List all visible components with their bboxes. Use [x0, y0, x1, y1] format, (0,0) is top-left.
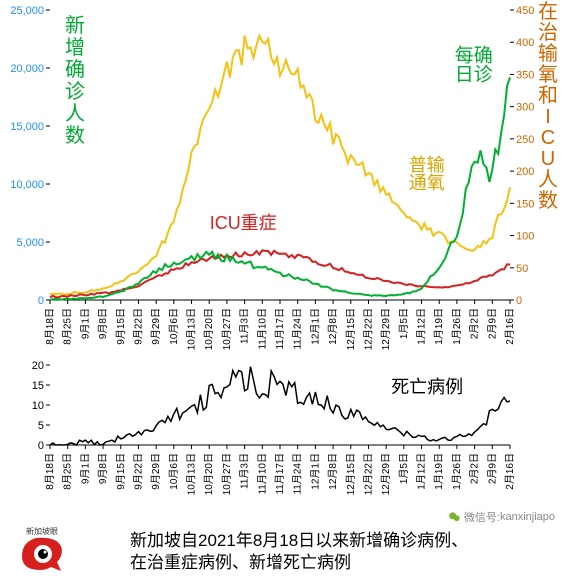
caption-block: 新加坡自2021年8月18日以来新增确诊病例、 在治重症病例、新增死亡病例 — [130, 530, 550, 574]
svg-text:11月10日: 11月10日 — [256, 453, 268, 495]
caption-line1: 新加坡自2021年8月18日以来新增确诊病例、 — [130, 531, 468, 550]
site-logo: 新加坡眼 — [18, 524, 88, 574]
wechat-badge: 微信号: kanxinjiapo — [446, 508, 557, 526]
wechat-prefix: 微信号: — [464, 509, 500, 525]
svg-text:10月6日: 10月6日 — [168, 453, 180, 490]
svg-text:0: 0 — [38, 440, 44, 452]
svg-text:11月17日: 11月17日 — [274, 453, 286, 495]
svg-text:8月18日: 8月18日 — [44, 453, 56, 490]
svg-text:11月24日: 11月24日 — [292, 453, 304, 495]
svg-text:9月8日: 9月8日 — [97, 453, 109, 484]
svg-text:10月20日: 10月20日 — [203, 453, 215, 495]
svg-text:1月19日: 1月19日 — [433, 453, 445, 490]
svg-text:10: 10 — [32, 400, 44, 412]
svg-text:11月3日: 11月3日 — [239, 453, 251, 489]
svg-text:新加坡眼: 新加坡眼 — [26, 526, 58, 536]
svg-text:2月16日: 2月16日 — [504, 453, 516, 490]
annotation: 死亡病例 — [391, 377, 463, 397]
svg-text:20: 20 — [32, 360, 44, 372]
bottom-chart: 0 5 10 15 20 8月18日 8月25日 9月1日 9月8日 9月15日 9月22日 9月29… — [0, 0, 565, 515]
svg-text:9月15日: 9月15日 — [115, 453, 127, 490]
svg-text:12月15日: 12月15日 — [345, 453, 357, 495]
svg-text:12月22日: 12月22日 — [362, 453, 374, 495]
svg-text:9月22日: 9月22日 — [132, 453, 144, 490]
svg-text:10月27日: 10月27日 — [221, 453, 233, 495]
svg-text:1月5日: 1月5日 — [398, 453, 410, 484]
svg-text:1月26日: 1月26日 — [451, 453, 463, 490]
svg-text:5: 5 — [38, 420, 44, 432]
svg-text:9月29日: 9月29日 — [150, 453, 162, 490]
svg-text:8月25日: 8月25日 — [62, 453, 74, 490]
svg-text:12月1日: 12月1日 — [309, 453, 321, 490]
svg-text:15: 15 — [32, 380, 44, 392]
svg-text:12月29日: 12月29日 — [380, 453, 392, 495]
svg-text:9月1日: 9月1日 — [79, 453, 91, 484]
svg-text:1月12日: 1月12日 — [416, 453, 428, 490]
svg-text:10月13日: 10月13日 — [186, 453, 198, 495]
caption-line2: 在治重症病例、新增死亡病例 — [130, 553, 351, 572]
svg-text:2月9日: 2月9日 — [486, 453, 498, 484]
svg-text:12月8日: 12月8日 — [327, 453, 339, 490]
svg-text:2月2日: 2月2日 — [469, 453, 481, 484]
wechat-id: kanxinjiapo — [500, 511, 555, 523]
